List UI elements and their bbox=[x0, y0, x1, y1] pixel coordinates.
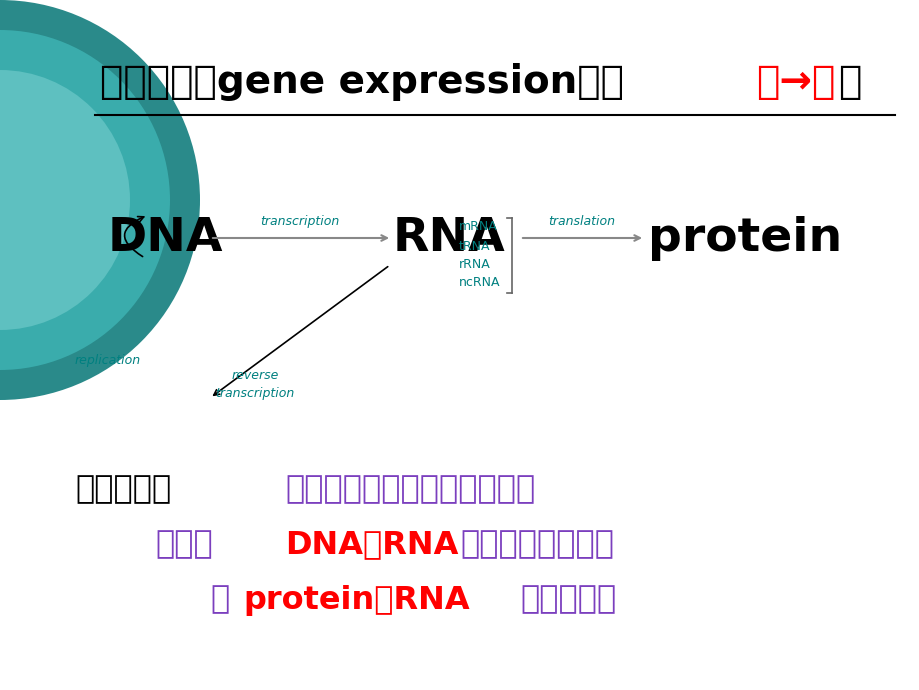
Text: 基因产生功能的过程，是信息: 基因产生功能的过程，是信息 bbox=[285, 475, 535, 506]
Wedge shape bbox=[0, 0, 199, 400]
Text: （: （ bbox=[210, 584, 229, 615]
Text: replication: replication bbox=[75, 353, 141, 366]
Text: protein: protein bbox=[647, 215, 841, 261]
Text: ）: ） bbox=[837, 63, 860, 101]
Text: 里→外: 里→外 bbox=[755, 63, 834, 101]
Text: 分子（: 分子（ bbox=[154, 529, 212, 560]
Text: mRNA: mRNA bbox=[459, 220, 497, 233]
Text: translation: translation bbox=[548, 215, 615, 228]
Text: rRNA: rRNA bbox=[459, 258, 490, 271]
Text: RNA: RNA bbox=[392, 215, 505, 261]
Text: protein或RNA: protein或RNA bbox=[243, 584, 469, 615]
FancyArrowPatch shape bbox=[124, 217, 143, 257]
Text: 基因表达（gene expression）（: 基因表达（gene expression）（ bbox=[100, 63, 623, 101]
Text: transcription: transcription bbox=[215, 386, 294, 400]
Text: transcription: transcription bbox=[260, 215, 339, 228]
FancyArrowPatch shape bbox=[213, 266, 387, 395]
Wedge shape bbox=[0, 30, 170, 370]
Text: ）转变成功能分子: ）转变成功能分子 bbox=[460, 529, 613, 560]
Text: DNA: DNA bbox=[108, 215, 223, 261]
Wedge shape bbox=[0, 70, 130, 330]
Text: tRNA: tRNA bbox=[459, 240, 490, 253]
Text: DNA或RNA: DNA或RNA bbox=[285, 529, 458, 560]
Text: 基因表达是: 基因表达是 bbox=[75, 475, 171, 506]
Text: reverse: reverse bbox=[231, 368, 278, 382]
Text: ncRNA: ncRNA bbox=[459, 276, 500, 289]
Text: ）的过程。: ）的过程。 bbox=[519, 584, 616, 615]
